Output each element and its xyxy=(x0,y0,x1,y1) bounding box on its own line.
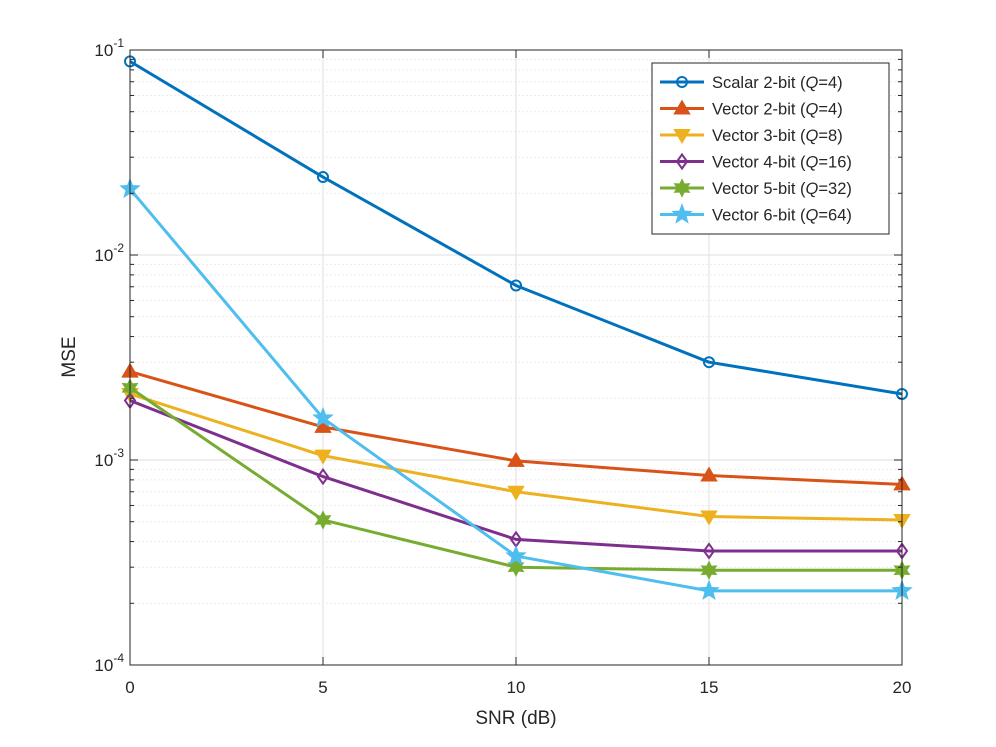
x-tick-label: 5 xyxy=(318,678,327,697)
data-point xyxy=(312,406,334,428)
legend-marker-swatch xyxy=(676,76,688,88)
data-point xyxy=(700,466,718,482)
x-tick-label: 0 xyxy=(125,678,134,697)
legend-entry: Vector 6-bit (Q=64) xyxy=(660,203,852,225)
legend-label: Scalar 2-bit (Q=4) xyxy=(712,74,843,92)
data-point xyxy=(507,485,525,501)
data-point xyxy=(314,449,332,465)
data-point xyxy=(314,417,332,433)
data-point xyxy=(700,510,718,526)
x-tick-label: 15 xyxy=(700,678,719,697)
axes-ticks: 0 5 10 15 20 10-4 10-3 10-2 10-1 xyxy=(94,36,911,697)
legend-marker-swatch xyxy=(673,129,691,144)
legend-label: Vector 4-bit (Q=16) xyxy=(712,154,852,172)
series-1 xyxy=(124,55,908,400)
data-point xyxy=(317,171,329,184)
y-tick-label: 10-2 xyxy=(94,241,124,265)
data-point xyxy=(507,557,525,577)
x-tick-label: 20 xyxy=(893,678,912,697)
legend-box xyxy=(651,62,890,235)
legend: Scalar 2-bit (Q=4) Vector 2-bit (Q=4) Vect… xyxy=(651,62,890,235)
data-point xyxy=(700,560,718,580)
y-tick-label: 10-4 xyxy=(94,651,124,675)
x-axis-label: SNR (dB) xyxy=(475,708,556,729)
y-tick-label: 10-1 xyxy=(94,36,124,60)
data-point xyxy=(703,356,715,369)
legend-marker-swatch xyxy=(673,178,691,198)
data-point xyxy=(702,542,716,560)
series-group xyxy=(119,55,913,601)
data-point xyxy=(698,579,720,601)
x-tick-label: 10 xyxy=(507,678,526,697)
legend-marker-swatch xyxy=(673,99,691,115)
legend-entry: Vector 4-bit (Q=16) xyxy=(660,152,852,172)
data-point xyxy=(505,544,527,566)
legend-entry: Vector 2-bit (Q=4) xyxy=(660,99,843,119)
legend-entry: Vector 5-bit (Q=32) xyxy=(660,178,852,198)
data-point xyxy=(316,467,330,486)
series-line xyxy=(129,399,902,553)
legend-label: Vector 6-bit (Q=64) xyxy=(712,207,852,225)
series-line xyxy=(129,60,903,396)
legend-label: Vector 5-bit (Q=32) xyxy=(712,180,852,198)
y-axis-label: MSE xyxy=(59,336,80,377)
legend-entry: Vector 3-bit (Q=8) xyxy=(660,127,843,145)
data-point xyxy=(510,279,522,292)
y-tick-label: 10-3 xyxy=(94,446,124,470)
legend-label: Vector 3-bit (Q=8) xyxy=(712,127,843,145)
grid xyxy=(129,49,903,666)
data-point xyxy=(314,510,332,530)
data-point xyxy=(507,451,525,467)
legend-entry: Scalar 2-bit (Q=4) xyxy=(660,74,843,92)
legend-marker-swatch xyxy=(671,203,693,224)
legend-marker-swatch xyxy=(675,152,689,171)
legend-label: Vector 2-bit (Q=4) xyxy=(712,101,843,119)
